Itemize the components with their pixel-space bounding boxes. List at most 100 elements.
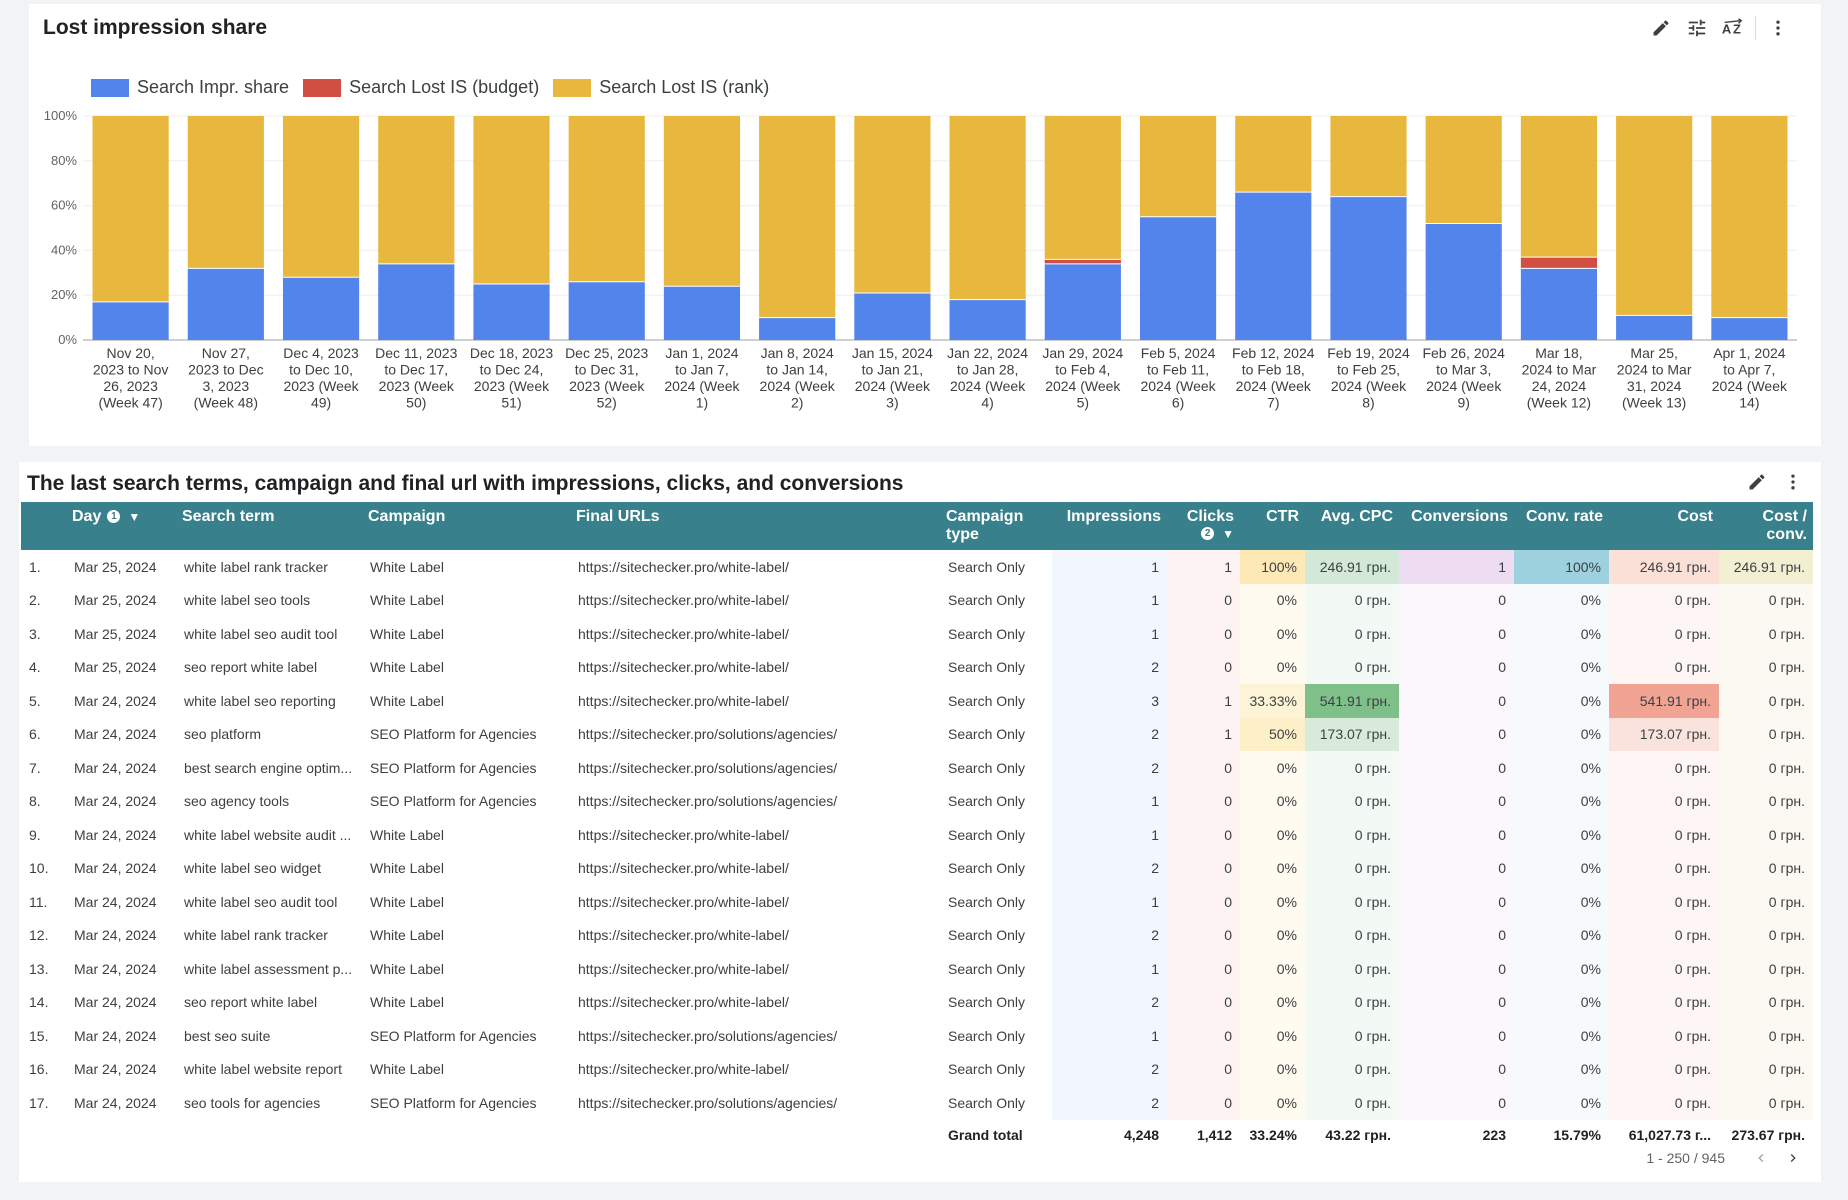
bar-segment[interactable] [92, 301, 169, 340]
bar-segment[interactable] [759, 317, 836, 340]
table-row[interactable]: 9. Mar 24, 2024 white label website audit … [21, 818, 1813, 852]
x-tick-label: Feb 19, 2024 to Feb 25, 2024 (Week 8) [1327, 345, 1410, 411]
chevron-left-icon[interactable] [1745, 1142, 1777, 1174]
bar-segment[interactable] [568, 116, 645, 282]
bar-segment[interactable] [1425, 116, 1502, 224]
bar-segment[interactable] [663, 116, 741, 287]
bar-segment[interactable] [1044, 263, 1121, 340]
bar-segment[interactable] [1139, 216, 1217, 340]
bar-segment[interactable] [568, 281, 645, 340]
bar-segment[interactable] [1520, 257, 1598, 269]
more-vert-icon[interactable] [1775, 464, 1811, 500]
col-header-conv-rate[interactable]: Conv. rate [1514, 502, 1609, 550]
bar-segment[interactable] [663, 286, 741, 340]
conversions-cell: 0 [1399, 952, 1514, 986]
table-row[interactable]: 14. Mar 24, 2024 seo report white label Whi… [21, 985, 1813, 1019]
chevron-right-icon[interactable] [1777, 1142, 1809, 1174]
x-tick-line: 14) [1739, 395, 1759, 411]
col-header-campaign-type[interactable]: Campaign type [940, 502, 1052, 550]
bar-segment[interactable] [378, 116, 455, 264]
col-header-clicks[interactable]: Clicks 2 ▼ [1167, 502, 1240, 550]
x-tick-line: 50) [406, 395, 426, 411]
ctr-cell: 33.33% [1240, 684, 1305, 718]
bar-segment[interactable] [854, 116, 931, 293]
final-url-cell: https://sitechecker.pro/solutions/agenci… [578, 726, 838, 743]
campaign-type-cell: Search Only [948, 927, 1026, 944]
table-row[interactable]: 5. Mar 24, 2024 white label seo reporting W… [21, 684, 1813, 718]
legend-item[interactable]: Search Impr. share [91, 77, 289, 98]
col-header-conversions[interactable]: Conversions [1399, 502, 1514, 550]
bar-segment[interactable] [1139, 116, 1217, 217]
bar-segment[interactable] [759, 116, 836, 318]
table-row[interactable]: 4. Mar 25, 2024 seo report white label Whit… [21, 650, 1813, 684]
col-header-cost-conv[interactable]: Cost / conv. [1719, 502, 1813, 550]
info-icon[interactable]: 1 [107, 510, 121, 524]
bar-segment[interactable] [92, 116, 169, 302]
x-tick-line: 3) [886, 395, 898, 411]
col-header-campaign[interactable]: Campaign [362, 502, 570, 550]
edit-icon[interactable] [1643, 10, 1679, 46]
x-tick-label: Feb 5, 2024 to Feb 11, 2024 (Week 6) [1140, 345, 1216, 411]
col-header-avg-cpc[interactable]: Avg. CPC [1305, 502, 1399, 550]
table-row[interactable]: 13. Mar 24, 2024 white label assessment p.… [21, 952, 1813, 986]
bar-segment[interactable] [1044, 116, 1121, 260]
table-row[interactable]: 12. Mar 24, 2024 white label rank tracker W… [21, 918, 1813, 952]
sort-desc-icon[interactable]: ▼ [128, 509, 141, 524]
bar-segment[interactable] [1425, 223, 1502, 340]
edit-icon[interactable] [1739, 464, 1775, 500]
table-row[interactable]: 1. Mar 25, 2024 white label rank tracker Wh… [21, 550, 1813, 584]
table-row[interactable]: 10. Mar 24, 2024 white label seo widget Whi… [21, 851, 1813, 885]
table-row[interactable]: 2. Mar 25, 2024 white label seo tools White… [21, 583, 1813, 617]
bar-segment[interactable] [949, 299, 1026, 340]
table-row[interactable]: 17. Mar 24, 2024 seo tools for agencies SEO… [21, 1086, 1813, 1120]
bar-segment[interactable] [1520, 268, 1598, 340]
conv-rate-cell: 0% [1514, 1019, 1609, 1053]
sort-desc-icon[interactable]: ▼ [1222, 526, 1234, 541]
bar-segment[interactable] [1235, 116, 1312, 193]
bar-segment[interactable] [1711, 116, 1788, 318]
table-row[interactable]: 15. Mar 24, 2024 best seo suite SEO Platfor… [21, 1019, 1813, 1053]
bar-segment[interactable] [282, 277, 360, 340]
col-header-day[interactable]: Day 1 ▼ [66, 502, 176, 550]
bar-segment[interactable] [1616, 315, 1693, 340]
legend-item[interactable]: Search Lost IS (rank) [553, 77, 769, 98]
x-tick-line: 51) [501, 395, 521, 411]
bar-segment[interactable] [1235, 192, 1312, 340]
col-header-ctr[interactable]: CTR [1240, 502, 1305, 550]
col-header-search-term[interactable]: Search term [176, 502, 362, 550]
table-row[interactable]: 6. Mar 24, 2024 seo platform SEO Platform f… [21, 717, 1813, 751]
bar-segment[interactable] [187, 116, 264, 269]
table-row[interactable]: 11. Mar 24, 2024 white label seo audit too… [21, 885, 1813, 919]
table-row[interactable]: 7. Mar 24, 2024 best search engine optim..… [21, 751, 1813, 785]
col-header-final-urls[interactable]: Final URLs [570, 502, 940, 550]
bar-segment[interactable] [378, 263, 455, 340]
table-row[interactable]: 8. Mar 24, 2024 seo agency tools SEO Platfo… [21, 784, 1813, 818]
info-icon[interactable]: 2 [1201, 527, 1215, 541]
bar-segment[interactable] [949, 116, 1026, 300]
legend-item[interactable]: Search Lost IS (budget) [303, 77, 539, 98]
x-tick-line: 3, 2023 [202, 378, 249, 394]
filter-icon[interactable] [1679, 10, 1715, 46]
bar-segment[interactable] [1616, 116, 1693, 316]
search-term-cell: best search engine optim... [184, 759, 353, 776]
bar-segment[interactable] [1044, 259, 1121, 264]
table-row[interactable]: 3. Mar 25, 2024 white label seo audit tool… [21, 617, 1813, 651]
table-row[interactable]: 16. Mar 24, 2024 white label website repor… [21, 1052, 1813, 1086]
bar-segment[interactable] [1330, 196, 1407, 340]
sort-az-icon[interactable]: A Z [1715, 10, 1751, 46]
bar-segment[interactable] [854, 292, 931, 340]
bar-segment[interactable] [1520, 116, 1598, 258]
bar-segment[interactable] [473, 116, 550, 284]
x-tick-line: Feb 12, 2024 [1232, 345, 1315, 361]
col-header-impressions[interactable]: Impressions [1052, 502, 1167, 550]
bar-segment[interactable] [1330, 116, 1407, 197]
bar-segment[interactable] [187, 268, 264, 340]
avg-cpc-cell: 0 грн. [1305, 583, 1399, 617]
bar-segment[interactable] [1711, 317, 1788, 340]
more-vert-icon[interactable] [1760, 10, 1796, 46]
table-header-row: Day 1 ▼ Search term Campaign Final URLs Ca… [21, 502, 1813, 550]
bar-segment[interactable] [282, 116, 360, 278]
search-term-cell: seo platform [184, 726, 262, 743]
col-header-cost[interactable]: Cost [1609, 502, 1719, 550]
bar-segment[interactable] [473, 284, 550, 340]
